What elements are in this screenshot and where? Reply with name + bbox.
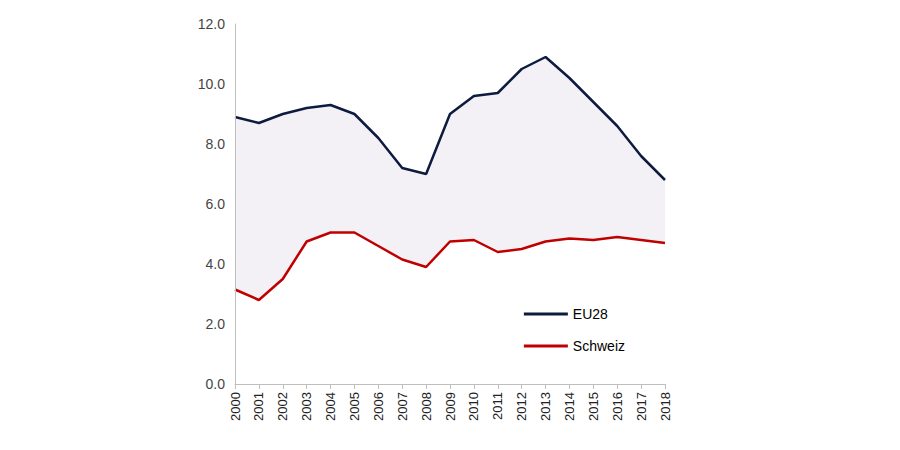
svg-text:Schweiz: Schweiz [573,338,625,354]
svg-text:2.0: 2.0 [206,316,226,332]
svg-text:2017: 2017 [634,392,649,421]
svg-text:2015: 2015 [586,392,601,421]
svg-text:2003: 2003 [299,392,314,421]
svg-text:6.0: 6.0 [206,196,226,212]
svg-text:2008: 2008 [419,392,434,421]
svg-text:2005: 2005 [347,392,362,421]
svg-text:4.0: 4.0 [206,256,226,272]
svg-text:2011: 2011 [490,392,505,420]
svg-text:EU28: EU28 [573,306,608,322]
svg-text:10.0: 10.0 [198,76,225,92]
svg-text:2007: 2007 [395,392,410,421]
svg-text:8.0: 8.0 [206,136,226,152]
svg-text:2016: 2016 [610,392,625,421]
svg-text:2018: 2018 [658,392,673,421]
svg-text:2012: 2012 [514,392,529,421]
svg-text:2013: 2013 [538,392,553,421]
svg-text:2010: 2010 [466,392,481,421]
svg-text:2001: 2001 [251,392,266,421]
svg-text:2014: 2014 [562,392,577,421]
svg-text:2009: 2009 [443,392,458,421]
svg-text:0.0: 0.0 [206,376,226,392]
svg-text:2000: 2000 [228,392,243,421]
svg-text:2004: 2004 [323,392,338,421]
svg-text:2002: 2002 [275,392,290,421]
svg-text:2006: 2006 [371,392,386,421]
svg-text:12.0: 12.0 [198,16,225,32]
